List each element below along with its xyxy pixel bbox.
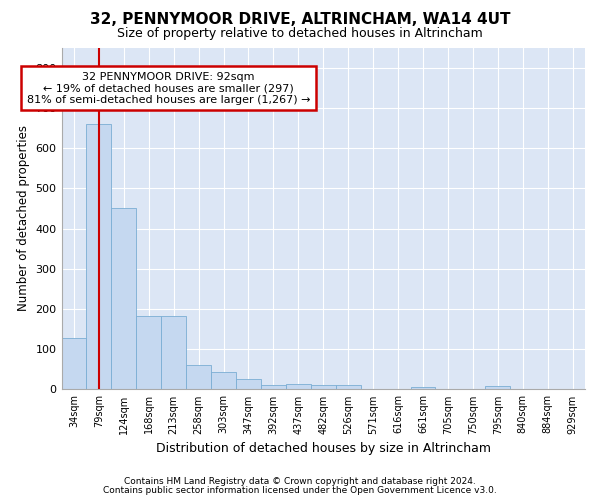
Bar [311, 385, 336, 390]
Bar [136, 316, 161, 390]
Bar [211, 372, 236, 390]
X-axis label: Distribution of detached houses by size in Altrincham: Distribution of detached houses by size … [156, 442, 491, 455]
Bar [161, 316, 186, 390]
Text: Size of property relative to detached houses in Altrincham: Size of property relative to detached ho… [117, 28, 483, 40]
Bar [485, 386, 510, 390]
Bar [62, 338, 86, 390]
Bar [186, 366, 211, 390]
Text: Contains public sector information licensed under the Open Government Licence v3: Contains public sector information licen… [103, 486, 497, 495]
Y-axis label: Number of detached properties: Number of detached properties [17, 126, 30, 312]
Text: 32, PENNYMOOR DRIVE, ALTRINCHAM, WA14 4UT: 32, PENNYMOOR DRIVE, ALTRINCHAM, WA14 4U… [90, 12, 510, 28]
Bar [112, 208, 136, 390]
Bar [261, 384, 286, 390]
Bar [286, 384, 311, 390]
Bar [410, 386, 436, 390]
Text: Contains HM Land Registry data © Crown copyright and database right 2024.: Contains HM Land Registry data © Crown c… [124, 477, 476, 486]
Bar [336, 386, 361, 390]
Bar [86, 124, 112, 390]
Text: 32 PENNYMOOR DRIVE: 92sqm
← 19% of detached houses are smaller (297)
81% of semi: 32 PENNYMOOR DRIVE: 92sqm ← 19% of detac… [27, 72, 310, 105]
Bar [236, 380, 261, 390]
